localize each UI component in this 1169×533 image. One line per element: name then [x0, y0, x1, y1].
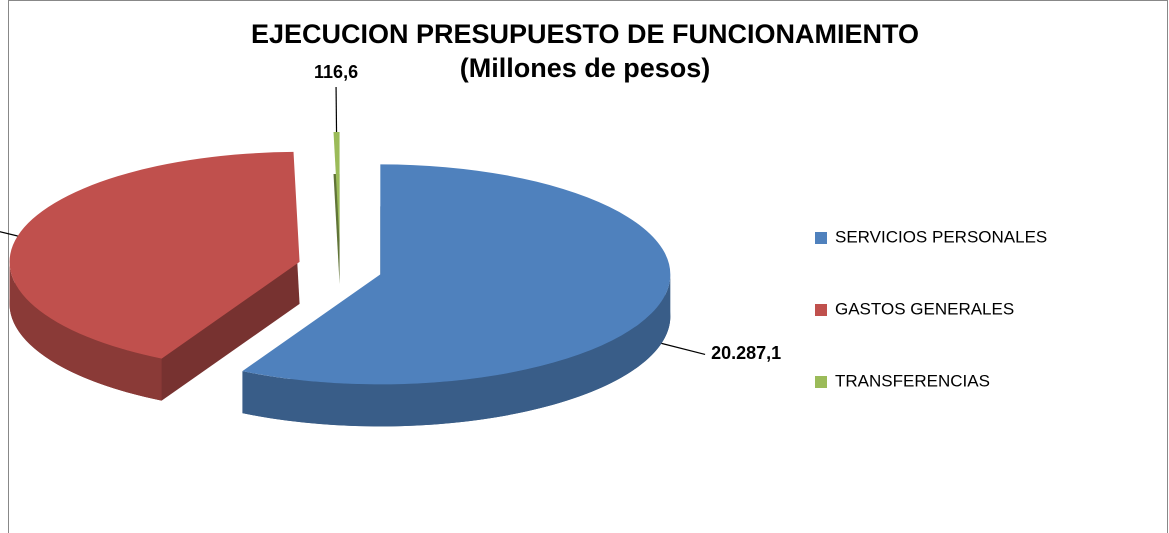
- legend-label: SERVICIOS PERSONALES: [835, 227, 1047, 246]
- pie-slice-side: [242, 274, 671, 427]
- legend-swatch: [815, 376, 827, 388]
- pie-slice: [333, 132, 340, 243]
- leader-line: [661, 342, 706, 355]
- data-label: 20.287,1: [711, 343, 781, 363]
- data-label: 116,6: [314, 62, 358, 82]
- legend-label: GASTOS GENERALES: [835, 299, 1014, 318]
- chart-subtitle: (Millones de pesos): [460, 53, 711, 83]
- chart-title: EJECUCION PRESUPUESTO DE FUNCIONAMIENTO: [251, 19, 919, 49]
- pie-slice: [9, 151, 300, 359]
- leader-line: [0, 231, 18, 237]
- legend-label: TRANSFERENCIAS: [835, 371, 990, 390]
- legend-swatch: [815, 232, 827, 244]
- pie-slice-side: [9, 261, 162, 401]
- legend-swatch: [815, 304, 827, 316]
- pie-slice: [242, 164, 671, 385]
